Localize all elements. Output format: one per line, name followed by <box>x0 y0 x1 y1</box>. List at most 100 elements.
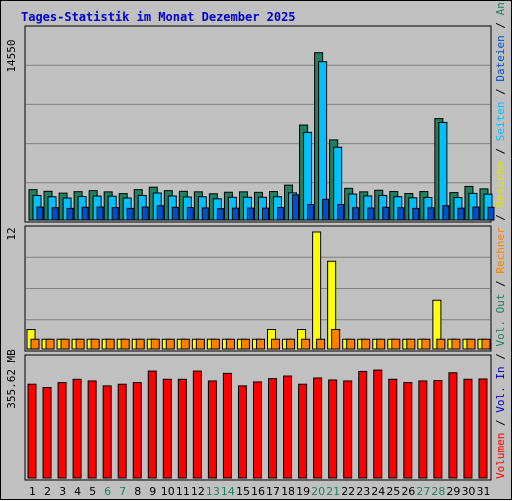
bar-rechner-day-26 <box>406 338 416 350</box>
bar-seiten-day-25 <box>397 207 405 221</box>
bar-seiten-day-8 <box>141 206 149 221</box>
bar-rechner-day-13 <box>210 338 220 350</box>
x-tick-label-8: 8 <box>134 485 141 498</box>
bar-seiten-day-7 <box>126 207 134 221</box>
x-tick-label-3: 3 <box>59 485 66 498</box>
bar-volumen-day-12 <box>192 370 202 479</box>
bar-seiten-day-2 <box>51 207 59 221</box>
bar-rechner-day-31 <box>481 338 491 350</box>
bar-rechner-day-19 <box>301 338 311 350</box>
bar-volumen-day-5 <box>87 380 97 479</box>
bar-seiten-day-3 <box>66 207 74 221</box>
bar-seiten-day-6 <box>111 207 119 221</box>
bar-rechner-day-30 <box>466 338 476 350</box>
x-tick-label-13: 13 <box>206 485 220 498</box>
x-tick-label-23: 23 <box>356 485 370 498</box>
bar-rechner-day-10 <box>165 338 175 350</box>
x-tick-label-24: 24 <box>371 485 385 498</box>
bar-rechner-day-18 <box>286 338 296 350</box>
x-tick-label-16: 16 <box>251 485 265 498</box>
bar-seiten-day-17 <box>277 207 285 221</box>
bar-volumen-day-7 <box>117 383 127 479</box>
bar-seiten-day-1 <box>36 206 44 221</box>
bar-seiten-day-11 <box>186 207 194 221</box>
y-axis-max-label-middle: 12 <box>5 227 18 240</box>
bar-seiten-day-30 <box>472 206 480 221</box>
bar-volumen-day-1 <box>27 383 37 479</box>
bar-volumen-day-30 <box>463 378 473 479</box>
x-tick-label-21: 21 <box>326 485 340 498</box>
x-axis-labels: 1 2 3 4 5 6 7 8 9 10 11 12 13 14 15 16 17 18 19 20 21 22 23 24 2… <box>29 485 490 498</box>
legend-item: Besuche <box>494 161 507 207</box>
legend-item: / <box>494 347 507 367</box>
right-legend: Volumen / Vol. In / Vol. Out / Rechner /… <box>494 1 507 479</box>
x-tick-label-26: 26 <box>401 485 415 498</box>
bar-volumen-day-26 <box>403 382 413 479</box>
bar-rechner-day-28 <box>436 338 446 350</box>
bar-rechner-day-22 <box>346 338 356 350</box>
y-axis-max-label-top: 14550 <box>5 39 18 72</box>
bar-seiten-day-15 <box>246 207 254 221</box>
bar-rechner-day-11 <box>180 338 190 350</box>
bar-rechner-day-29 <box>451 338 461 350</box>
legend-item: / <box>494 207 507 227</box>
bar-rechner-day-14 <box>225 338 235 350</box>
x-tick-label-30: 30 <box>461 485 475 498</box>
bar-rechner-day-4 <box>75 338 85 350</box>
bar-volumen-day-31 <box>478 378 488 479</box>
bar-volumen-day-23 <box>358 370 368 479</box>
bar-volumen-day-27 <box>418 380 428 479</box>
x-tick-label-14: 14 <box>221 485 235 498</box>
bar-seiten-day-10 <box>171 206 179 221</box>
legend-item: Vol. In <box>494 366 507 412</box>
bar-seiten-day-5 <box>96 206 104 221</box>
x-tick-label-7: 7 <box>119 485 126 498</box>
y-axis-max-label-bottom: 355.62 MB <box>5 349 18 409</box>
bar-volumen-day-3 <box>57 382 67 479</box>
bar-volumen-day-11 <box>177 378 187 479</box>
legend-text: Volumen / Vol. In / Vol. Out / Rechner /… <box>494 1 507 479</box>
x-tick-label-11: 11 <box>176 485 190 498</box>
bar-volumen-day-15 <box>237 385 247 479</box>
bar-rechner-day-27 <box>421 338 431 350</box>
x-tick-label-19: 19 <box>296 485 310 498</box>
legend-item: Vol. Out <box>494 294 507 347</box>
bar-volumen-day-28 <box>433 380 443 479</box>
x-tick-label-25: 25 <box>386 485 400 498</box>
bar-rechner-day-16 <box>255 338 265 350</box>
bar-rechner-day-5 <box>90 338 100 350</box>
x-tick-label-1: 1 <box>29 485 36 498</box>
bar-seiten-day-21 <box>337 203 345 221</box>
x-tick-label-22: 22 <box>341 485 355 498</box>
bar-volumen-day-6 <box>102 385 112 479</box>
bar-seiten-day-28 <box>442 205 450 221</box>
bar-rechner-day-1 <box>30 338 40 350</box>
chart-title: Tages-Statistik im Monat Dezember 2025 <box>21 10 296 24</box>
x-tick-label-31: 31 <box>476 485 490 498</box>
bar-volumen-day-10 <box>162 378 172 479</box>
bar-volumen-day-29 <box>448 372 458 479</box>
bar-volumen-day-8 <box>132 382 142 479</box>
bar-dateien-day-20 <box>318 61 328 221</box>
bar-rechner-day-17 <box>271 338 281 350</box>
x-tick-label-29: 29 <box>446 485 460 498</box>
x-tick-label-17: 17 <box>266 485 280 498</box>
x-tick-label-18: 18 <box>281 485 295 498</box>
bar-rechner-day-2 <box>45 338 55 350</box>
bar-rechner-day-8 <box>135 338 145 350</box>
bar-seiten-day-12 <box>201 207 209 221</box>
bar-seiten-day-24 <box>382 206 390 221</box>
bar-seiten-day-16 <box>261 207 269 221</box>
bar-seiten-day-13 <box>216 208 224 221</box>
bar-rechner-day-3 <box>60 338 70 350</box>
bar-seiten-day-9 <box>156 205 164 221</box>
x-tick-label-10: 10 <box>161 485 175 498</box>
bar-seiten-day-31 <box>487 206 495 221</box>
panel-top <box>24 25 492 223</box>
x-tick-label-2: 2 <box>44 485 51 498</box>
chart-panels <box>24 25 495 481</box>
bar-rechner-day-15 <box>240 338 250 350</box>
bar-volumen-day-13 <box>207 380 217 479</box>
bar-seiten-day-22 <box>352 207 360 221</box>
